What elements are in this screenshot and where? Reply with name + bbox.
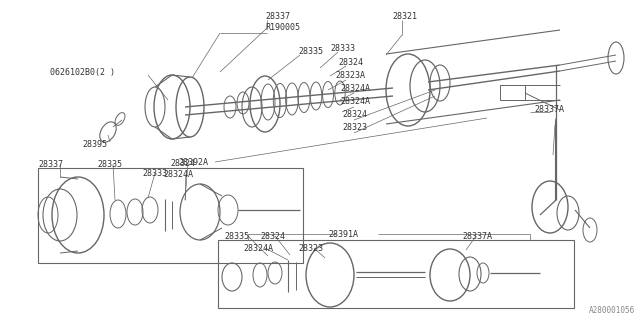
- Text: 28324: 28324: [338, 58, 363, 67]
- Text: A280001056: A280001056: [589, 306, 635, 315]
- Text: 28333: 28333: [330, 44, 355, 53]
- Text: 28392A: 28392A: [178, 158, 208, 167]
- Text: 28335: 28335: [224, 232, 249, 241]
- Text: 0626102B0(2 ): 0626102B0(2 ): [50, 68, 115, 77]
- Bar: [218, 240, 574, 308]
- Text: 28337A: 28337A: [462, 232, 492, 241]
- Text: 28337: 28337: [265, 12, 290, 21]
- Text: 28323: 28323: [342, 123, 367, 132]
- Text: 28323A: 28323A: [335, 71, 365, 80]
- Text: 28335: 28335: [97, 160, 122, 169]
- Text: 28391A: 28391A: [328, 230, 358, 239]
- Text: 28324A: 28324A: [163, 170, 193, 179]
- Text: 28324A: 28324A: [340, 84, 370, 93]
- Bar: [38, 168, 303, 263]
- Text: R190005: R190005: [265, 23, 300, 32]
- Text: 28323: 28323: [298, 244, 323, 253]
- Text: 28324: 28324: [260, 232, 285, 241]
- Text: 28324: 28324: [342, 110, 367, 119]
- Text: 28333: 28333: [142, 169, 167, 178]
- Text: 28337: 28337: [38, 160, 63, 169]
- Text: 28395: 28395: [82, 140, 107, 149]
- Text: 28337A: 28337A: [534, 105, 564, 114]
- Text: 28324A: 28324A: [340, 97, 370, 106]
- Text: 28321: 28321: [392, 12, 417, 21]
- Text: 28324: 28324: [170, 159, 195, 168]
- Text: 28335: 28335: [298, 47, 323, 56]
- Text: 28324A: 28324A: [243, 244, 273, 253]
